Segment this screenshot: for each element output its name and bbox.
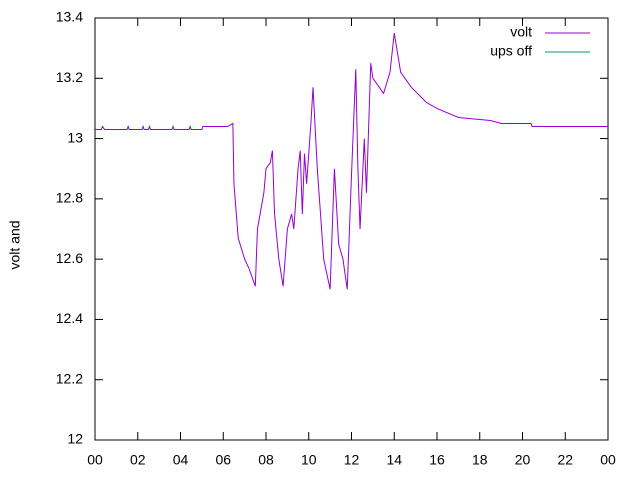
y-tick-label: 12.8	[56, 190, 83, 206]
legend-label: ups off	[490, 43, 532, 59]
x-tick-label: 06	[215, 452, 231, 468]
legend-label: volt	[510, 24, 532, 40]
x-tick-label: 22	[557, 452, 573, 468]
y-tick-label: 12.4	[56, 310, 83, 326]
x-tick-label: 10	[301, 452, 317, 468]
y-tick-label: 12	[67, 431, 83, 447]
x-tick-label: 02	[130, 452, 146, 468]
y-tick-label: 13	[67, 129, 83, 145]
y-axis-label: volt and	[7, 220, 23, 269]
data-line	[95, 32, 608, 290]
x-tick-label: 00	[87, 452, 103, 468]
y-tick-label: 12.2	[56, 370, 83, 386]
y-tick-label: 12.6	[56, 250, 83, 266]
x-tick-label: 20	[515, 452, 531, 468]
y-tick-label: 13.4	[56, 9, 83, 25]
x-tick-label: 16	[429, 452, 445, 468]
x-tick-label: 12	[344, 452, 360, 468]
plot-frame	[94, 17, 609, 441]
x-tick-label: 18	[472, 452, 488, 468]
x-tick-label: 00	[600, 452, 616, 468]
x-tick-label: 08	[258, 452, 274, 468]
y-tick-label: 13.2	[56, 69, 83, 85]
x-tick-label: 14	[386, 452, 402, 468]
x-tick-label: 04	[173, 452, 189, 468]
